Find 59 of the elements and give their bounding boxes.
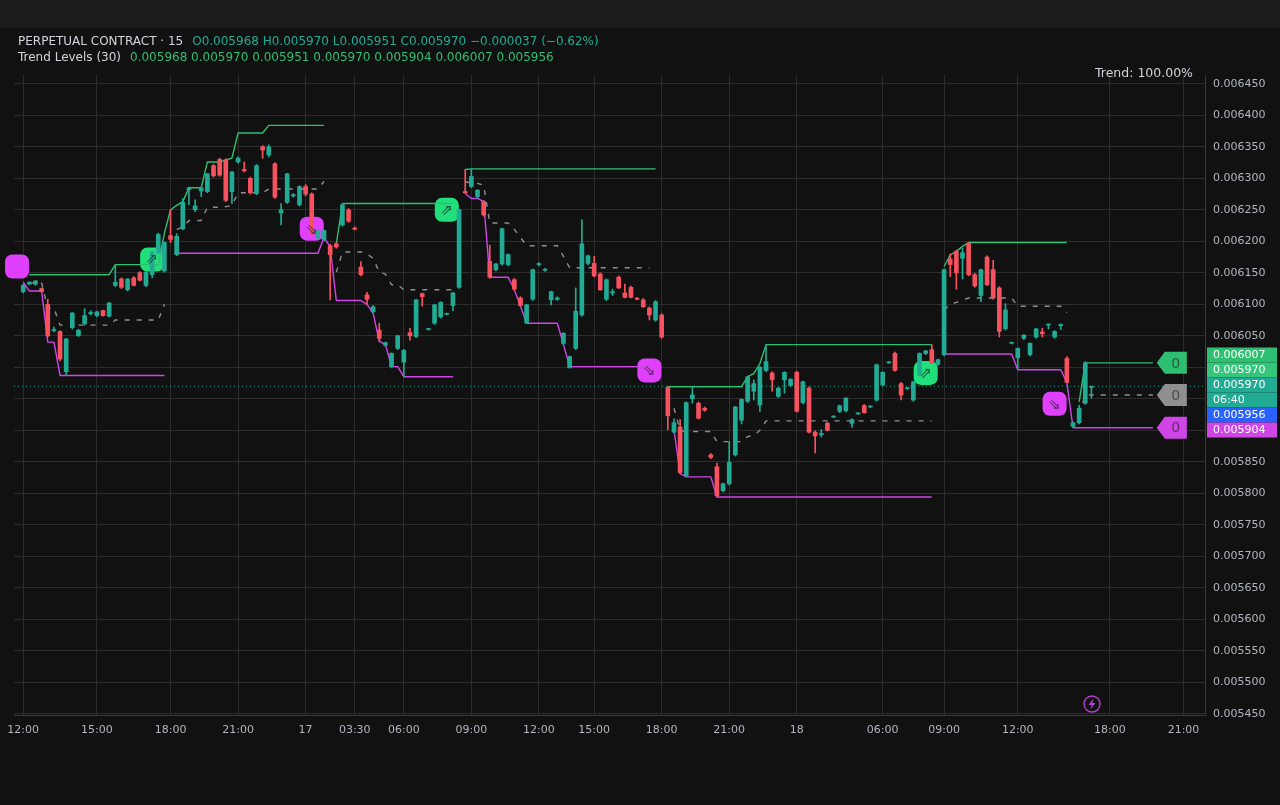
- y-tick-label: 0.006100: [1213, 297, 1266, 311]
- y-tick-label: 0.006350: [1213, 139, 1266, 153]
- x-tick-label: 18:00: [154, 723, 187, 737]
- y-tick-label: 0.006450: [1213, 76, 1266, 90]
- x-tick-label: 06:00: [866, 723, 899, 737]
- text: 0.005968 0.005970 0.005951 0.005970 0.005904 0.006007 0.005956: [130, 50, 554, 64]
- x-tick-label: 09:00: [928, 723, 960, 737]
- text: 0.005970: [1213, 378, 1266, 392]
- text: 0.005904: [1213, 423, 1266, 437]
- y-tick-label: 0.005650: [1213, 580, 1266, 594]
- y-tick-label: 0.005550: [1213, 643, 1266, 657]
- y-tick-label: 0.005850: [1213, 454, 1266, 468]
- x-tick-label: 15:00: [81, 723, 113, 737]
- candlestick: [855, 412, 861, 415]
- y-tick-label: 0.006250: [1213, 202, 1266, 216]
- y-tick-label: 0.005700: [1213, 549, 1266, 563]
- chart-title: PERPETUAL CONTRACT · 15: [18, 34, 184, 48]
- y-tick-label: 0.006200: [1213, 234, 1266, 248]
- data-label: ⇗: [919, 363, 932, 382]
- data-label: ⇘: [643, 361, 656, 380]
- data-label: ⇘: [305, 219, 319, 238]
- annotation: Trend: 100.00%: [1094, 65, 1193, 81]
- x-tick-label: 21:00: [713, 723, 746, 737]
- y-tick-label: 0.005500: [1213, 675, 1266, 689]
- data-label: ⇗: [440, 200, 454, 219]
- y-tick-label: 0.006400: [1213, 108, 1266, 122]
- x-tick-label: 09:00: [455, 723, 488, 737]
- y-tick-label: 0.006300: [1213, 171, 1266, 185]
- x-tick-label: 21:00: [222, 723, 254, 737]
- y-tick-label: 0.005750: [1213, 517, 1266, 531]
- data-label: 0: [1171, 354, 1181, 371]
- x-tick-label: 03:30: [338, 723, 371, 737]
- y-tick-label: 0.005600: [1213, 612, 1266, 626]
- data-label: 0: [1171, 386, 1181, 403]
- x-tick-label: 12:00: [523, 723, 555, 737]
- x-tick-label: 15:00: [578, 723, 610, 737]
- data-label: 0: [1171, 419, 1181, 436]
- x-tick-label: 18: [789, 723, 804, 737]
- candlestick: [886, 361, 892, 364]
- x-tick-label: 18:00: [1093, 723, 1126, 737]
- text: 0.005956: [1213, 408, 1266, 422]
- data-label: ⇗: [145, 250, 159, 269]
- x-tick-label: 12:00: [7, 723, 40, 737]
- point: [5, 254, 30, 279]
- text: 06:40: [1213, 393, 1245, 407]
- x-tick-label: 12:00: [1001, 723, 1034, 737]
- y-tick-label: 0.006050: [1213, 328, 1266, 342]
- data-label: ⇘: [1048, 394, 1061, 413]
- y-tick-label: 0.006150: [1213, 265, 1266, 279]
- x-tick-label: 06:00: [387, 723, 420, 737]
- text: 0.005970: [1213, 363, 1266, 377]
- text: O0.005968 H0.005970 L0.005951 C0.005970 −0.000037 (−0.62%): [192, 34, 599, 48]
- text: 0.006007: [1213, 348, 1266, 362]
- y-tick-label: 0.005800: [1213, 486, 1266, 500]
- x-tick-label: 17: [298, 723, 313, 737]
- x-tick-label: 21:00: [1167, 723, 1200, 737]
- y-tick-label: 0.005450: [1213, 706, 1266, 720]
- x-tick-label: 18:00: [645, 723, 678, 737]
- chart-subtitle: Trend Levels (30): [18, 50, 122, 64]
